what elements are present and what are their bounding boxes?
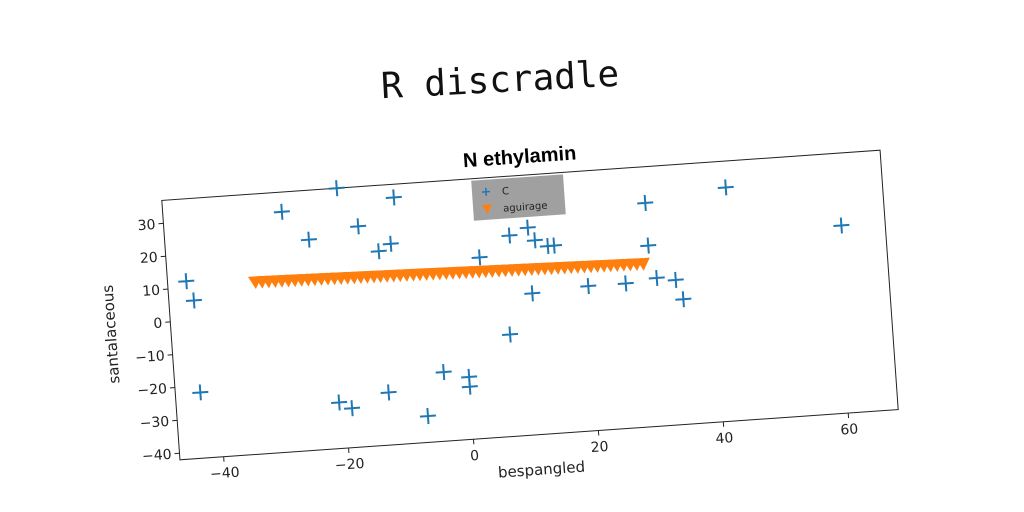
scatter-point — [675, 291, 692, 308]
scatter-point — [519, 219, 536, 236]
scatter-point — [501, 227, 518, 244]
scatter-point — [640, 237, 657, 254]
y-tick-label: −30 — [139, 414, 170, 432]
x-tick-label: 0 — [470, 448, 480, 465]
scatter-point — [471, 249, 488, 266]
scatter-point — [350, 218, 367, 235]
scatter-point — [526, 232, 543, 249]
scatter-point — [435, 364, 452, 381]
legend-box — [471, 174, 566, 221]
scatter-point — [717, 179, 734, 196]
scatter-point — [328, 180, 345, 197]
scatter-point — [461, 378, 478, 395]
y-tick-label: −10 — [135, 348, 166, 366]
ticks-layer: −40 −20 0 20 40 60 −40 −30 −20 −10 0 10 20 30 — [135, 217, 859, 483]
scatter-point — [300, 231, 317, 248]
scatter-point — [178, 273, 195, 290]
y-tick-label: −40 — [142, 447, 173, 465]
scatter-point — [380, 384, 397, 401]
super-title: R discradle — [380, 54, 620, 107]
legend-label-c: C — [502, 186, 510, 197]
y-tick-label: −20 — [137, 381, 168, 399]
scatter-point — [617, 275, 634, 292]
legend-label-aguirage: aguirage — [503, 201, 548, 215]
scatter-point — [648, 269, 665, 287]
x-tick-label: −40 — [210, 465, 241, 483]
y-tick-label: 30 — [137, 217, 156, 234]
marks-layer — [178, 179, 850, 425]
scatter-point — [382, 235, 399, 252]
legend-marker-aguirage — [481, 204, 492, 214]
scatter-point — [580, 278, 597, 295]
plot-group: N ethylamin −40 −20 0 20 40 60 −40 −30 −20 −10 0 10… — [99, 142, 899, 483]
scatter-point — [344, 400, 361, 417]
scatter-point — [637, 194, 654, 211]
y-tick-label: 10 — [142, 283, 161, 300]
scatter-point — [502, 326, 519, 343]
scatter-point — [546, 237, 563, 254]
x-axis-label: bespangled — [497, 458, 585, 482]
x-tick-label: 20 — [590, 439, 609, 456]
scatter-point — [273, 203, 290, 220]
x-tick-label: 40 — [715, 430, 734, 447]
scatter-point — [524, 285, 541, 302]
scatter-point — [185, 292, 202, 309]
plot-frame — [161, 149, 899, 461]
scatter-point — [331, 394, 348, 411]
y-tick-label: 0 — [153, 315, 163, 332]
y-tick-label: 20 — [139, 250, 158, 267]
chart-title: N ethylamin — [462, 142, 577, 172]
scatter-point — [833, 217, 850, 234]
triangle-point — [635, 257, 650, 271]
x-tick-label: 60 — [840, 421, 859, 438]
scatter-point — [385, 189, 402, 206]
scatter-point — [370, 243, 387, 260]
legend-marker-c — [481, 187, 491, 196]
scatter-point — [192, 384, 209, 401]
scatter-point — [667, 271, 684, 289]
x-tick-label: −20 — [334, 456, 365, 474]
scatter-point — [419, 408, 436, 425]
y-axis-label: santalaceous — [99, 284, 124, 384]
